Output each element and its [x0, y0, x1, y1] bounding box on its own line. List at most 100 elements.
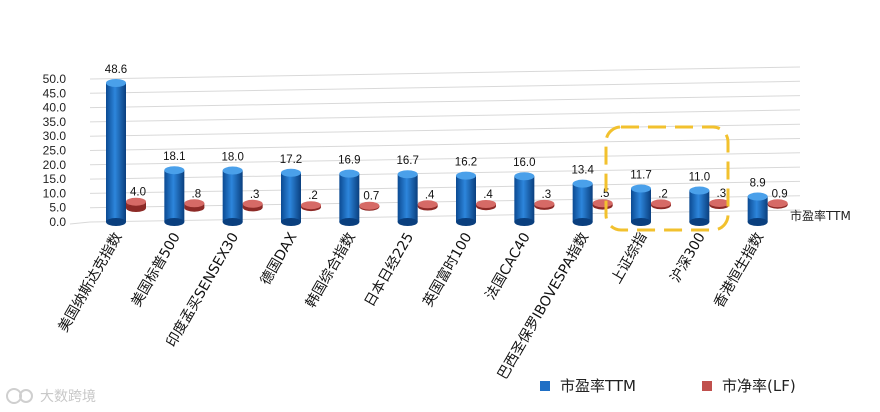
bar-pe [281, 168, 301, 226]
bar-pb [767, 199, 788, 209]
legend-swatch-pb [702, 381, 712, 391]
data-label-pe: 13.4 [571, 165, 594, 177]
x-category-label: 沪深300 [668, 230, 709, 285]
watermark-text: 大数跨境 [40, 389, 96, 405]
data-label-pe: 11.0 [689, 172, 711, 184]
watermark-logo-icon [6, 388, 22, 404]
data-label-pb: 0.7 [363, 191, 379, 203]
y-tick-label: 25.0 [43, 144, 67, 158]
x-category-label: 上证综指 [609, 230, 651, 286]
x-category-label: 英国富时100 [419, 230, 475, 310]
watermark-logo-icon-2 [19, 389, 33, 403]
data-label-pb: .3 [717, 188, 727, 200]
gridline [89, 123, 801, 137]
data-label-pe: 18.1 [163, 151, 185, 163]
y-tick-label: 35.0 [43, 115, 67, 129]
y-tick-label: 10.0 [43, 186, 67, 200]
y-tick-label: 20.0 [43, 158, 67, 172]
floor-edge [69, 221, 91, 225]
gridline [89, 80, 801, 94]
y-tick-label: 5.0 [49, 201, 66, 215]
data-labels: 4.0 48.6 .8 18.1 .3 18.0 .2 17.2 0.7 16.9 .4 16.7 .4… [105, 64, 788, 203]
data-label-pb: .3 [250, 189, 260, 201]
x-category-label: 美国纳斯达克指数 [56, 230, 126, 335]
data-label-pb: .3 [542, 189, 552, 201]
data-label-pb: .2 [658, 188, 668, 200]
data-label-pb: .5 [600, 188, 610, 200]
x-category-label: 香港恒生指数 [711, 230, 767, 311]
data-label-pb: .4 [483, 189, 493, 201]
x-category-label: 德国DAX [258, 230, 301, 288]
y-tick-label: 40.0 [43, 101, 67, 115]
bar-pe [397, 170, 418, 226]
bar-pe [631, 184, 651, 226]
data-label-pe: 17.2 [280, 154, 302, 166]
gridline [89, 180, 801, 194]
data-label-pe: 11.7 [630, 170, 652, 182]
y-tick-label: 15.0 [43, 172, 67, 186]
gridline [89, 195, 801, 209]
bar-pe [222, 166, 243, 226]
bar-pe [747, 192, 768, 226]
bar-pe [456, 171, 476, 226]
data-label-pb: 0.9 [772, 188, 788, 200]
highlight-box [604, 125, 730, 232]
data-label-pb: .8 [192, 188, 202, 200]
y-tick-label: 30.0 [43, 129, 67, 143]
y-axis-ticks: 0.05.010.015.020.025.030.035.040.045.050… [43, 72, 67, 229]
bar-pb [417, 200, 438, 211]
legend: 市盈率TTM 市净率(LF) [540, 377, 796, 395]
series-pe [106, 79, 768, 226]
x-category-label: 韩国综合指数 [303, 230, 359, 311]
legend-swatch-pe [540, 381, 550, 391]
legend-label-pe: 市盈率TTM [560, 377, 636, 395]
y-tick-label: 45.0 [43, 86, 67, 100]
gridline [89, 209, 801, 223]
x-category-label: 日本日经225 [362, 230, 417, 310]
bar-pb [359, 201, 380, 211]
gridline [89, 166, 801, 180]
data-label-pe: 16.7 [396, 155, 418, 167]
bar-pb [301, 201, 321, 212]
watermark: 大数跨境 [6, 388, 96, 405]
y-tick-label: 0.0 [49, 215, 66, 229]
bar-pb [592, 199, 613, 210]
x-category-label: 法国CAC40 [483, 230, 534, 303]
gridline [89, 138, 801, 151]
data-label-pb: .4 [425, 189, 435, 201]
bar-pe [164, 166, 185, 226]
bar-pe [514, 172, 535, 226]
gridline [89, 95, 801, 109]
bar-pb [126, 197, 146, 212]
series-pb [126, 197, 788, 212]
depth-axis-label: 市盈率TTM [790, 208, 851, 223]
gridline [89, 109, 801, 123]
data-label-pb: 4.0 [130, 187, 146, 199]
data-label-pe: 16.9 [338, 155, 360, 167]
data-label-pe: 16.2 [455, 157, 477, 169]
bar-pe [339, 169, 360, 226]
legend-label-pb: 市净率(LF) [722, 377, 796, 395]
bar-pe [572, 179, 593, 226]
bar-pb [476, 199, 496, 211]
gridline [89, 66, 801, 80]
x-category-label: 美国标普500 [129, 230, 184, 310]
bar-pb [184, 199, 205, 212]
bar-pb [534, 199, 555, 210]
y-tick-label: 50.0 [43, 72, 67, 86]
bar-pb [709, 198, 730, 209]
bar-pe [689, 186, 710, 226]
data-label-pe: 18.0 [221, 152, 243, 164]
gridline [89, 152, 801, 166]
data-label-pe: 48.6 [105, 64, 127, 76]
bar-pb [651, 199, 671, 210]
bar-pb [242, 199, 263, 212]
data-label-pe: 8.9 [750, 178, 766, 190]
gridlines [69, 66, 801, 225]
data-label-pb: .2 [308, 190, 318, 202]
bar-pe [106, 79, 126, 226]
data-label-pe: 16.0 [513, 157, 535, 169]
